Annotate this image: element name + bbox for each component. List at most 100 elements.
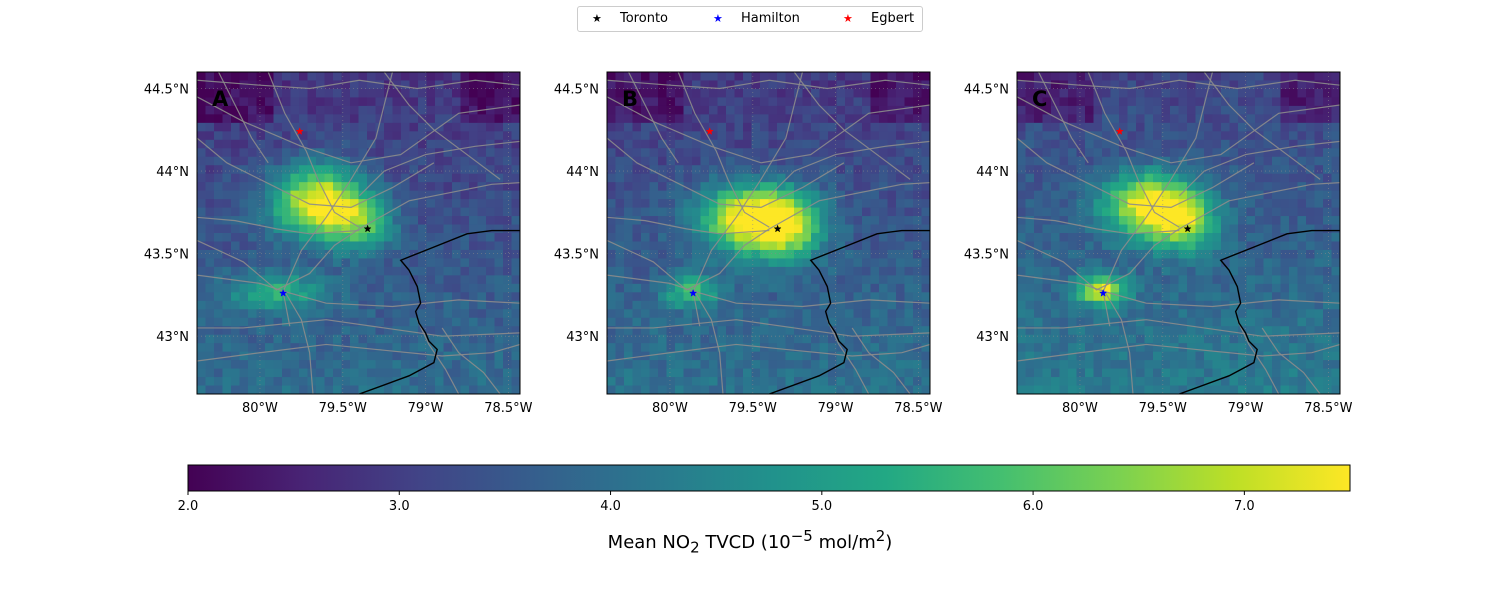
heatmap-cell: [469, 317, 479, 327]
heatmap-cell: [248, 105, 258, 115]
heatmap-cell: [717, 88, 727, 99]
heatmap-cell: [734, 88, 744, 99]
heatmap-cell: [836, 351, 846, 361]
heatmap-cell: [452, 199, 462, 209]
heatmap-cell: [214, 173, 224, 183]
heatmap-cell: [819, 156, 829, 166]
heatmap-cell: [256, 139, 266, 149]
heatmap-cell: [1076, 309, 1086, 319]
road-line: [1087, 72, 1180, 228]
heatmap-cell: [324, 173, 334, 183]
heatmap-cell: [760, 351, 770, 361]
heatmap-cell: [1187, 249, 1197, 260]
heatmap-cell: [913, 368, 923, 378]
heatmap-cell: [649, 275, 659, 285]
heatmap-cell: [1059, 233, 1069, 243]
heatmap-cell: [683, 334, 693, 344]
heatmap-cell: [273, 292, 283, 302]
road-line: [197, 319, 520, 337]
heatmap-cell: [1153, 105, 1163, 115]
heatmap-cell: [1127, 80, 1137, 90]
heatmap-cell: [1102, 249, 1112, 260]
heatmap-cell: [1144, 343, 1154, 353]
heatmap-cell: [794, 190, 804, 200]
heatmap-cell: [503, 199, 513, 209]
heatmap-cell: [692, 258, 702, 268]
heatmap-cell: [358, 224, 368, 234]
heatmap-cell: [1331, 72, 1340, 82]
heatmap-cell: [760, 173, 770, 183]
heatmap-cell: [205, 233, 215, 243]
heatmap-cell: [717, 122, 727, 132]
heatmap-cell: [1204, 275, 1214, 285]
heatmap-cell: [1161, 266, 1171, 276]
heatmap-cell: [265, 156, 275, 166]
heatmap-cell: [1297, 334, 1307, 344]
heatmap-cell: [418, 88, 428, 99]
heatmap-cell: [1289, 241, 1299, 251]
heatmap-cell: [904, 216, 914, 226]
heatmap-cell: [367, 182, 377, 192]
heatmap-cell: [231, 283, 241, 293]
heatmap-cell: [751, 190, 761, 200]
heatmap-cell: [666, 300, 676, 310]
heatmap-cell: [222, 258, 232, 268]
heatmap-cell: [367, 207, 377, 217]
heatmap-cell: [1280, 249, 1290, 260]
heatmap-cell: [205, 80, 215, 90]
heatmap-cell: [477, 368, 487, 378]
heatmap-cell: [683, 190, 693, 200]
heatmap-cell: [819, 80, 829, 90]
heatmap-cell: [777, 368, 787, 378]
heatmap-cell: [1178, 173, 1188, 183]
heatmap-cell: [819, 385, 829, 394]
road-line: [1178, 140, 1340, 197]
heatmap-cell: [743, 114, 753, 124]
heatmap-cell: [460, 216, 470, 226]
heatmap-cell: [452, 97, 462, 107]
heatmap-cell: [392, 292, 402, 302]
heatmap-cell: [683, 309, 693, 319]
heatmap-cell: [700, 199, 710, 209]
road-line: [197, 79, 520, 90]
heatmap-cell: [607, 139, 617, 149]
heatmap-cell: [802, 105, 812, 115]
heatmap-cell: [1170, 317, 1180, 327]
heatmap-cell: [734, 216, 744, 226]
heatmap-cell: [887, 165, 897, 175]
heatmap-cell: [1110, 241, 1120, 251]
heatmap-cell: [1025, 283, 1035, 293]
heatmap-cell: [692, 156, 702, 166]
heatmap-cell: [265, 377, 275, 387]
heatmap-cell: [1331, 105, 1340, 115]
heatmap-cell: [426, 224, 436, 234]
x-tick-label: 79°W: [408, 401, 444, 416]
heatmap-cell: [316, 249, 326, 260]
heatmap-cell: [819, 351, 829, 361]
heatmap-cell: [1314, 292, 1324, 302]
heatmap-cell: [248, 309, 258, 319]
heatmap-cell: [1093, 334, 1103, 344]
heatmap-cell: [1289, 385, 1299, 394]
heatmap-cell: [265, 199, 275, 209]
heatmap-cell: [1263, 300, 1273, 310]
heatmap-cell: [256, 241, 266, 251]
heatmap-cell: [197, 309, 207, 319]
heatmap-cell: [819, 360, 829, 370]
heatmap-cell: [350, 258, 360, 268]
heatmap-cell: [913, 334, 923, 344]
heatmap-cell: [836, 105, 846, 115]
heatmap-cell: [299, 334, 309, 344]
heatmap-cell: [768, 360, 778, 370]
heatmap-cell: [658, 377, 668, 387]
heatmap-cell: [904, 385, 914, 394]
heatmap-cell: [1068, 139, 1078, 149]
heatmap-cell: [675, 165, 685, 175]
heatmap-cell: [418, 334, 428, 344]
heatmap-cell: [751, 385, 761, 394]
heatmap-cell: [1034, 97, 1044, 107]
heatmap-cell: [469, 207, 479, 217]
heatmap-cell: [1110, 258, 1120, 268]
heatmap-cell: [717, 233, 727, 243]
heatmap-cell: [1195, 165, 1205, 175]
